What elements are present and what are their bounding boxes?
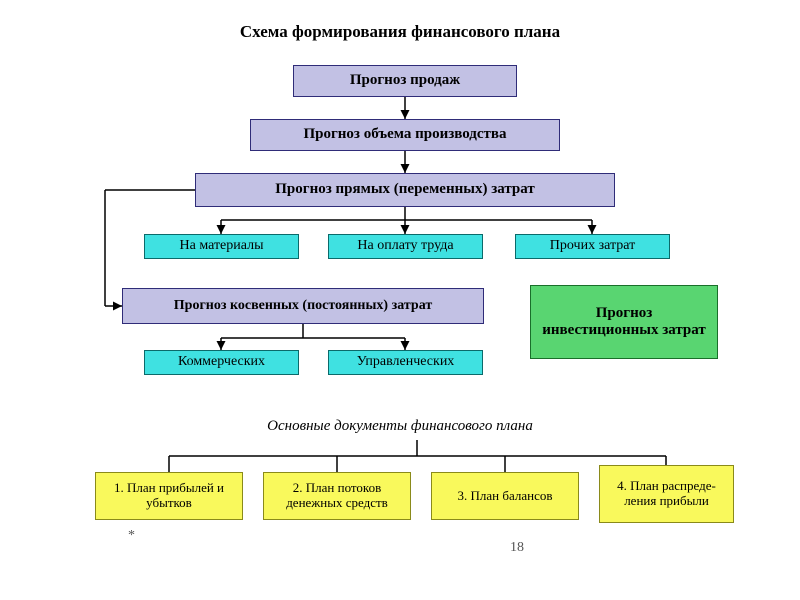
box-label: 1. План прибылей и убытков — [102, 481, 236, 511]
box-doc-balance: 3. План балансов — [431, 472, 579, 520]
box-label: На материалы — [180, 238, 264, 254]
box-label: Прогноз инвестиционных затрат — [537, 305, 711, 340]
box-forecast-sales: Прогноз продаж — [293, 65, 517, 97]
box-label: Прогноз прямых (переменных) затрат — [275, 181, 534, 198]
box-other-costs: Прочих затрат — [515, 234, 670, 259]
box-commercial: Коммерческих — [144, 350, 299, 375]
box-label: Прогноз объема производства — [303, 126, 506, 143]
box-label: Прогноз косвенных (постоянных) затрат — [174, 298, 432, 314]
box-labor: На оплату труда — [328, 234, 483, 259]
box-forecast-indirect-costs: Прогноз косвенных (постоянных) затрат — [122, 288, 484, 324]
box-forecast-investment-costs: Прогноз инвестиционных затрат — [530, 285, 718, 359]
box-label: 2. План потоков денежных средств — [270, 481, 404, 511]
box-label: Прогноз продаж — [350, 72, 460, 89]
box-label: Коммерческих — [178, 354, 265, 370]
box-doc-profit-loss: 1. План прибылей и убытков — [95, 472, 243, 520]
box-label: Управленческих — [357, 354, 455, 370]
box-label: 4. План распреде- ления прибыли — [617, 479, 716, 509]
box-forecast-production: Прогноз объема производства — [250, 119, 560, 151]
box-label: 3. План балансов — [458, 489, 553, 504]
page-number: 18 — [510, 540, 524, 556]
box-doc-cash-flow: 2. План потоков денежных средств — [263, 472, 411, 520]
footnote-asterisk: * — [128, 528, 135, 544]
box-materials: На материалы — [144, 234, 299, 259]
box-forecast-direct-costs: Прогноз прямых (переменных) затрат — [195, 173, 615, 207]
box-doc-profit-distribution: 4. План распреде- ления прибыли — [599, 465, 734, 523]
diagram-title: Схема формирования финансового плана — [0, 22, 800, 42]
box-management: Управленческих — [328, 350, 483, 375]
box-label: Прочих затрат — [550, 238, 635, 254]
documents-subtitle: Основные документы финансового плана — [0, 418, 800, 435]
box-label: На оплату труда — [357, 238, 453, 254]
